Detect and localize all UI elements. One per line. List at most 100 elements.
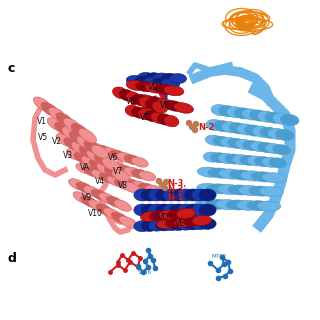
Ellipse shape	[155, 99, 175, 109]
Ellipse shape	[76, 182, 94, 194]
Ellipse shape	[146, 73, 163, 83]
Ellipse shape	[111, 212, 129, 224]
Ellipse shape	[250, 141, 268, 152]
Text: N-3': N-3'	[167, 186, 186, 195]
Ellipse shape	[131, 181, 148, 191]
Ellipse shape	[91, 145, 109, 158]
Ellipse shape	[163, 204, 180, 216]
Ellipse shape	[151, 112, 166, 124]
Ellipse shape	[74, 152, 92, 164]
Ellipse shape	[71, 123, 89, 138]
Text: N-1: N-1	[167, 193, 183, 202]
Ellipse shape	[131, 169, 148, 179]
Ellipse shape	[176, 208, 196, 219]
Ellipse shape	[265, 112, 284, 123]
Ellipse shape	[154, 84, 174, 94]
Ellipse shape	[91, 169, 109, 180]
Ellipse shape	[254, 156, 272, 167]
Ellipse shape	[99, 172, 117, 183]
Ellipse shape	[184, 189, 202, 201]
Ellipse shape	[136, 82, 156, 92]
Ellipse shape	[125, 105, 140, 116]
Ellipse shape	[203, 152, 221, 162]
Ellipse shape	[170, 204, 187, 216]
Ellipse shape	[249, 186, 273, 196]
Ellipse shape	[218, 184, 242, 195]
Ellipse shape	[112, 170, 130, 182]
Circle shape	[189, 124, 195, 130]
Ellipse shape	[139, 171, 156, 181]
Ellipse shape	[237, 124, 255, 135]
Ellipse shape	[97, 163, 115, 175]
Ellipse shape	[206, 120, 225, 131]
Ellipse shape	[192, 219, 209, 230]
Ellipse shape	[146, 185, 163, 195]
Circle shape	[164, 180, 169, 185]
Text: V7: V7	[113, 167, 123, 177]
Text: M762: M762	[212, 254, 227, 259]
Ellipse shape	[177, 204, 195, 216]
Ellipse shape	[228, 185, 252, 195]
Ellipse shape	[163, 189, 180, 201]
Text: V1: V1	[37, 117, 47, 126]
Ellipse shape	[156, 189, 173, 201]
Ellipse shape	[164, 116, 179, 127]
Ellipse shape	[218, 153, 236, 164]
Ellipse shape	[240, 171, 265, 181]
Ellipse shape	[106, 196, 124, 208]
Ellipse shape	[208, 168, 233, 178]
Text: VD: VD	[148, 84, 159, 92]
Ellipse shape	[132, 107, 147, 118]
Ellipse shape	[229, 123, 248, 134]
Ellipse shape	[102, 158, 120, 171]
Ellipse shape	[170, 189, 187, 201]
Ellipse shape	[91, 189, 109, 201]
Ellipse shape	[238, 186, 262, 196]
Ellipse shape	[258, 142, 276, 153]
Text: VE: VE	[160, 101, 170, 110]
Ellipse shape	[195, 199, 219, 209]
Ellipse shape	[163, 220, 180, 231]
Text: V2: V2	[52, 138, 62, 147]
Ellipse shape	[174, 103, 194, 113]
Text: V3: V3	[63, 151, 73, 161]
Text: VA: VA	[80, 164, 90, 172]
Ellipse shape	[262, 157, 279, 167]
Ellipse shape	[134, 204, 151, 216]
Ellipse shape	[177, 189, 195, 201]
Ellipse shape	[216, 200, 239, 210]
Ellipse shape	[138, 183, 155, 193]
Ellipse shape	[247, 201, 270, 211]
Text: VC: VC	[140, 114, 150, 123]
Ellipse shape	[134, 220, 151, 232]
Text: V5: V5	[38, 133, 48, 142]
Ellipse shape	[268, 128, 286, 140]
Circle shape	[156, 179, 162, 183]
Ellipse shape	[235, 140, 253, 149]
Ellipse shape	[227, 107, 245, 118]
Text: V9: V9	[82, 194, 92, 203]
Ellipse shape	[124, 179, 140, 189]
Ellipse shape	[244, 125, 263, 136]
Ellipse shape	[152, 101, 167, 113]
Ellipse shape	[126, 80, 146, 91]
Ellipse shape	[260, 127, 278, 138]
Text: VE: VE	[175, 219, 185, 228]
Ellipse shape	[228, 138, 246, 148]
Ellipse shape	[124, 155, 141, 165]
Ellipse shape	[164, 101, 184, 111]
Ellipse shape	[243, 140, 261, 151]
Ellipse shape	[73, 192, 91, 204]
Ellipse shape	[54, 122, 72, 136]
Ellipse shape	[89, 159, 107, 171]
Text: VB: VB	[126, 98, 136, 107]
Ellipse shape	[152, 78, 171, 88]
Ellipse shape	[164, 85, 184, 96]
Ellipse shape	[76, 163, 94, 174]
Ellipse shape	[48, 108, 67, 122]
Ellipse shape	[79, 146, 97, 158]
Circle shape	[159, 182, 164, 188]
Ellipse shape	[220, 137, 238, 148]
Ellipse shape	[262, 173, 287, 183]
Ellipse shape	[214, 121, 232, 132]
